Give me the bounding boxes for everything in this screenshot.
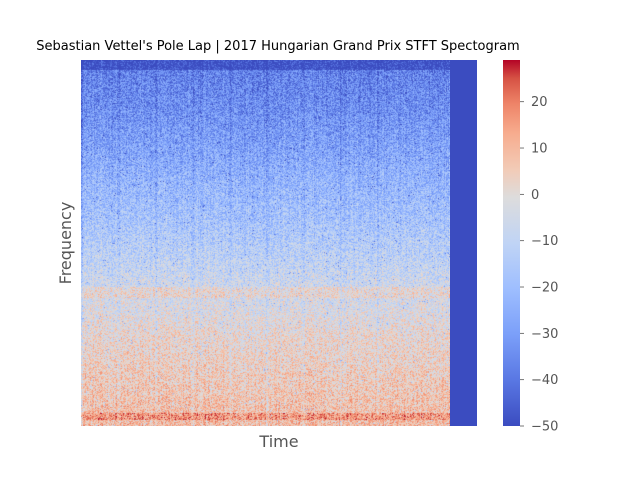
colorbar-tick-label: −40 [531,373,558,388]
colorbar-tick-label: −10 [531,234,558,249]
chart-title: Sebastian Vettel's Pole Lap | 2017 Hunga… [36,39,519,54]
colorbar-tick-label: −50 [531,420,558,435]
x-axis-label: Time [258,432,298,451]
colorbar-tick-label: −20 [531,281,558,296]
colorbar-tick-label: −30 [531,327,558,342]
colorbar-tick-label: 20 [531,95,548,110]
colorbar-tick-label: 0 [531,188,539,203]
y-axis-label: Frequency [56,202,75,285]
spectrogram-plot-area [81,60,477,426]
colorbar-tick-label: 10 [531,142,548,157]
colorbar: 20 10 0 −10 −20 −30 −40 −50 [503,60,558,435]
colorbar-ticks: 20 10 0 −10 −20 −30 −40 −50 [520,95,558,435]
colorbar-gradient [503,60,520,426]
spectrogram-heatmap [81,60,450,426]
